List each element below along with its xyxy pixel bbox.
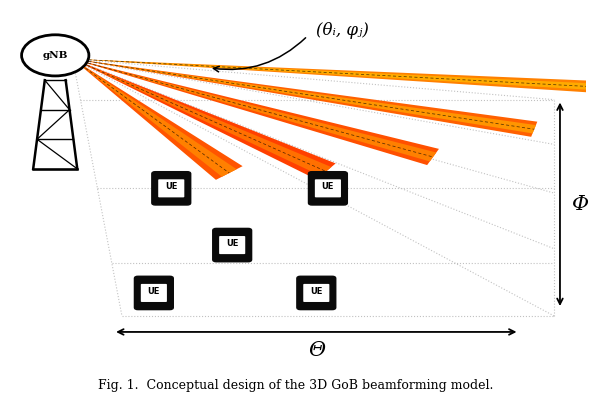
Polygon shape	[73, 59, 436, 162]
FancyBboxPatch shape	[134, 276, 173, 310]
Polygon shape	[73, 59, 336, 180]
Polygon shape	[73, 59, 439, 165]
Text: UE: UE	[226, 239, 239, 248]
Text: UE: UE	[310, 287, 323, 296]
FancyBboxPatch shape	[213, 229, 252, 262]
Polygon shape	[73, 59, 592, 92]
FancyBboxPatch shape	[158, 179, 184, 197]
Polygon shape	[73, 59, 332, 176]
Text: (θᵢ, φⱼ): (θᵢ, φⱼ)	[316, 22, 369, 39]
FancyBboxPatch shape	[297, 276, 336, 310]
Polygon shape	[73, 59, 538, 137]
FancyBboxPatch shape	[303, 284, 329, 302]
FancyBboxPatch shape	[141, 284, 167, 302]
Text: Φ: Φ	[572, 195, 588, 214]
Polygon shape	[73, 59, 237, 177]
Circle shape	[21, 35, 89, 76]
Text: UE: UE	[321, 182, 334, 191]
Text: gNB: gNB	[43, 51, 68, 60]
Text: UE: UE	[147, 287, 160, 296]
FancyBboxPatch shape	[219, 236, 245, 254]
Text: UE: UE	[165, 182, 178, 191]
Text: Θ: Θ	[308, 341, 325, 360]
FancyBboxPatch shape	[315, 179, 341, 197]
Polygon shape	[73, 59, 243, 180]
Text: Fig. 1.  Conceptual design of the 3D GoB beamforming model.: Fig. 1. Conceptual design of the 3D GoB …	[98, 379, 494, 392]
Polygon shape	[73, 59, 536, 134]
Polygon shape	[73, 59, 592, 95]
FancyBboxPatch shape	[308, 172, 348, 205]
FancyBboxPatch shape	[152, 172, 191, 205]
